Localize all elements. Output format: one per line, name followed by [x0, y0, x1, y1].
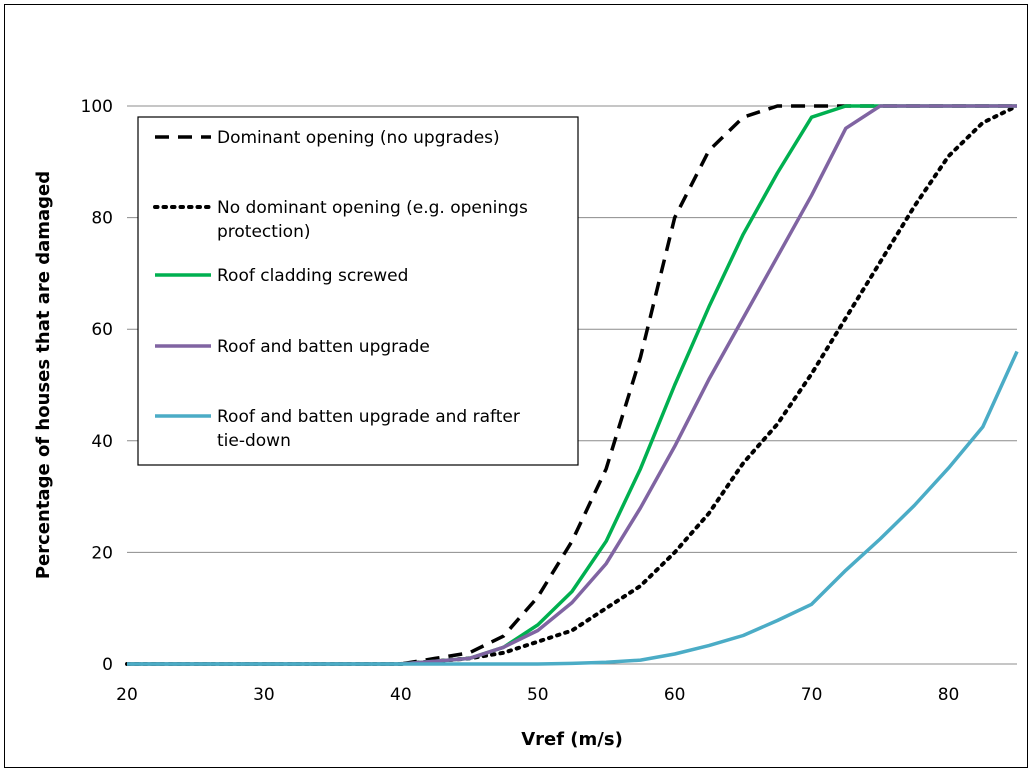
- x-tick-label: 50: [527, 685, 549, 705]
- x-tick-label: 20: [116, 685, 138, 705]
- y-tick-label: 40: [91, 432, 113, 452]
- legend-item-4: Roof and batten upgrade: [155, 337, 430, 357]
- legend-label: Dominant opening (no upgrades): [217, 128, 500, 148]
- x-tick-label: 70: [801, 685, 823, 705]
- legend-label: Roof and batten upgrade and rafter tie-do…: [217, 407, 520, 451]
- series-lines: [125, 104, 1019, 666]
- series-line-4: [127, 104, 1017, 666]
- y-tick-label: 0: [102, 655, 113, 675]
- legend-item-1: Dominant opening (no upgrades): [155, 128, 500, 148]
- legend-box: [137, 116, 579, 466]
- x-tick-label: 80: [938, 685, 960, 705]
- legend-label: Roof and batten upgrade: [217, 337, 430, 357]
- legend-label: Roof cladding screwed: [217, 266, 408, 286]
- legend-item-3: Roof cladding screwed: [155, 266, 408, 286]
- y-tick-label: 20: [91, 543, 113, 563]
- y-axis-label: Percentage of houses that are damaged: [33, 171, 54, 579]
- y-tick-label: 80: [91, 209, 113, 229]
- x-axis-label: Vref (m/s): [521, 729, 623, 750]
- x-tick-label: 40: [390, 685, 412, 705]
- legend-label: No dominant opening (e.g. openings protec…: [217, 198, 528, 242]
- legend: Dominant opening (no upgrades) No dominan…: [137, 116, 579, 466]
- x-tick-label: 30: [253, 685, 275, 705]
- y-tick-label: 100: [81, 97, 113, 117]
- series-line-5: [127, 350, 1019, 666]
- y-tick-label: 60: [91, 320, 113, 340]
- chart-frame: 0 20 40 60 80 100 20 30 40 50 60 70 80 Vref (m/s) Pe…: [4, 4, 1028, 768]
- legend-item-2: No dominant opening (e.g. openings protec…: [153, 198, 528, 242]
- x-tick-label: 60: [664, 685, 686, 705]
- legend-item-5: Roof and batten upgrade and rafter tie-do…: [155, 407, 520, 451]
